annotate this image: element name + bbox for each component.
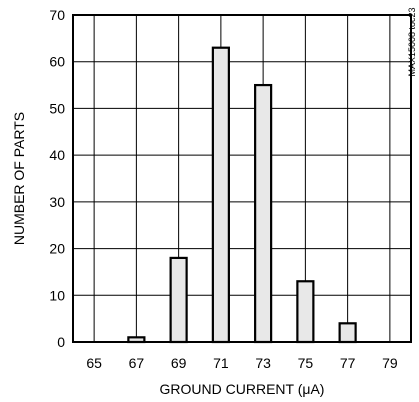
bars (127, 46, 357, 344)
watermark-text: MAX15008 toc23 (407, 7, 417, 76)
bar-75 (296, 280, 315, 344)
y-tick-label: 10 (49, 287, 65, 303)
bar-77 (338, 322, 357, 344)
y-tick-label: 30 (49, 194, 65, 210)
x-tick-label: 75 (298, 355, 314, 371)
x-tick-labels: 65 67 69 71 73 75 77 79 (86, 355, 398, 371)
grid-lines (73, 15, 411, 342)
x-tick-label: 71 (213, 355, 229, 371)
bar-71 (211, 46, 230, 344)
x-tick-label: 65 (86, 355, 102, 371)
bar-69 (169, 256, 188, 344)
plot-frame (72, 14, 412, 343)
x-tick-label: 79 (382, 355, 398, 371)
y-tick-label: 60 (49, 54, 65, 70)
y-tick-label: 0 (57, 334, 65, 350)
bar-73 (254, 83, 273, 344)
y-axis-label: NUMBER OF PARTS (11, 112, 27, 245)
x-tick-label: 77 (340, 355, 356, 371)
y-tick-labels: 0 10 20 30 40 50 60 70 (49, 7, 65, 350)
y-tick-label: 20 (49, 241, 65, 257)
y-tick-label: 70 (49, 7, 65, 23)
x-tick-label: 67 (129, 355, 145, 371)
x-tick-label: 69 (171, 355, 187, 371)
y-tick-label: 50 (49, 100, 65, 116)
y-tick-label: 40 (49, 147, 65, 163)
x-axis-label: GROUND CURRENT (μA) (160, 381, 325, 397)
x-tick-label: 73 (255, 355, 271, 371)
